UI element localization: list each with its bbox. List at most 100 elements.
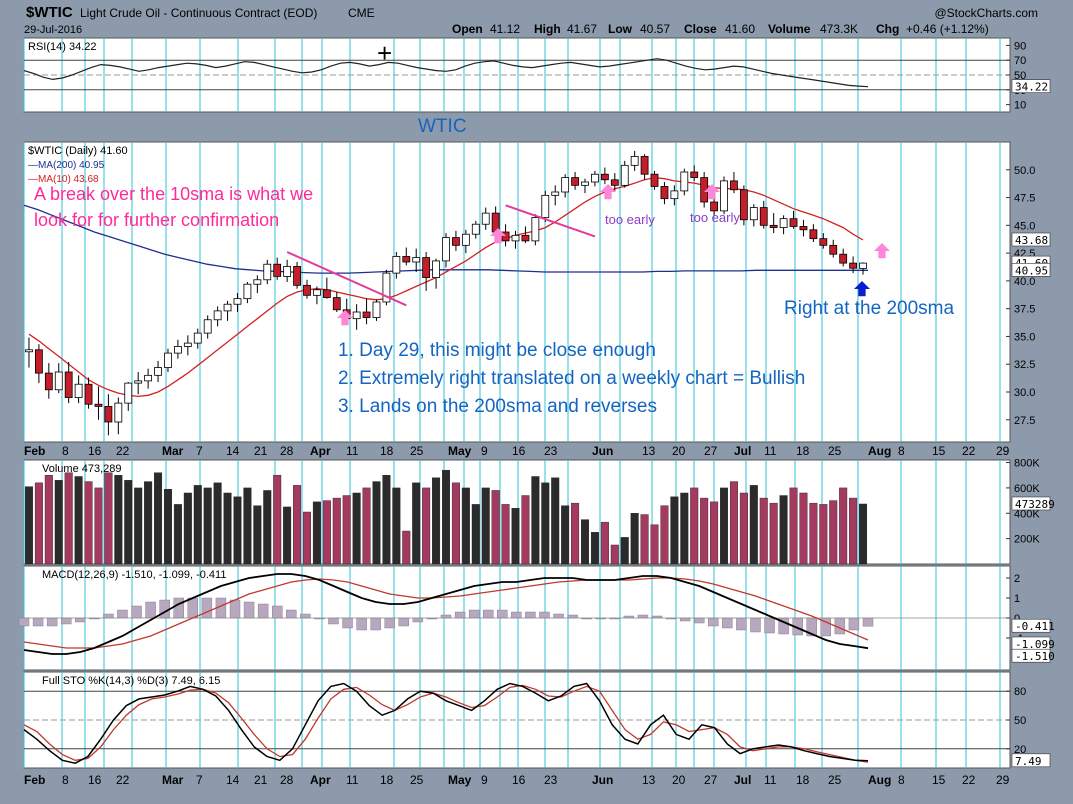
volume-ytick-label: 400K <box>1014 508 1040 520</box>
x-axis-label: 27 <box>704 444 718 458</box>
candle-body <box>382 272 391 303</box>
x-axis-label-bottom: 20 <box>672 773 686 787</box>
volume-panel: 800K 600K 400K 200K Volume 473,289 473289 <box>23 458 1055 565</box>
sto-ytick-label: 20 <box>1014 744 1026 756</box>
close-label: Close <box>684 22 717 36</box>
macd-histogram-bar <box>848 617 860 631</box>
volume-bar <box>859 503 868 565</box>
x-axis-label: 18 <box>380 444 394 458</box>
macd-histogram-bar <box>525 611 536 619</box>
x-axis-label: 15 <box>932 444 946 458</box>
volume-bar <box>392 487 401 565</box>
macd-histogram-bar <box>103 613 114 619</box>
volume-bar <box>590 532 599 565</box>
volume-bar <box>849 497 858 565</box>
candle-body <box>541 194 550 218</box>
sto-value-tag-label: 7.49 <box>1015 755 1042 768</box>
volume-bar <box>352 492 361 565</box>
sto-ytick-label: 50 <box>1014 715 1026 727</box>
candle-body <box>551 191 560 196</box>
candle-body <box>64 371 73 398</box>
x-axis-label: 21 <box>254 444 268 458</box>
x-axis-label: 16 <box>512 444 526 458</box>
x-axis-label: Mar <box>162 444 184 458</box>
sto-panel: 80 50 20 Full STO %K(14,3) %D(3) 7.49, 6.15… <box>23 671 1051 769</box>
volume-bar <box>660 505 669 565</box>
candle-body <box>74 383 83 398</box>
x-axis-label: 28 <box>280 444 294 458</box>
x-axis-label-bottom: 18 <box>796 773 810 787</box>
candle-body <box>710 201 718 212</box>
volume-bar <box>134 487 143 565</box>
pink-arrow-aug <box>874 243 890 259</box>
x-axis-label: 18 <box>796 444 810 458</box>
volume-bar <box>183 492 192 565</box>
ma200-value-tag-label: 40.95 <box>1015 264 1048 277</box>
x-axis-label-bottom: 14 <box>226 773 240 787</box>
volume-bar <box>650 524 659 565</box>
candle-body <box>660 186 669 200</box>
volume-bar <box>839 487 848 565</box>
candle-body <box>452 237 460 246</box>
high-label: High <box>534 22 561 36</box>
x-axis-label: 22 <box>116 444 130 458</box>
volume-bar <box>44 475 53 565</box>
price-title: $WTIC (Daily) 41.60 <box>28 145 128 157</box>
candle-body <box>322 289 331 298</box>
sto-k-line <box>23 682 869 764</box>
volume-bar <box>700 497 709 565</box>
pink-arrow-jun <box>600 184 616 200</box>
pink-arrow-apr <box>337 310 353 326</box>
annotations: A break over the 10sma is what we look f… <box>34 184 954 417</box>
macd-histogram-bar <box>384 617 395 629</box>
x-axis-label-bottom: Mar <box>162 773 184 787</box>
x-axis-label-bottom: 7 <box>196 773 203 787</box>
candle-body <box>134 380 143 384</box>
macd-line-value-tag <box>1011 648 1051 663</box>
volume-bar <box>630 513 639 565</box>
volume-bar <box>581 519 590 565</box>
cursor-crosshair: + <box>377 38 392 68</box>
volume-bar <box>491 490 500 565</box>
x-axis-label-bottom: 27 <box>704 773 718 787</box>
macd-histogram-bar <box>736 617 747 631</box>
volume-bar <box>461 487 470 565</box>
candle-body <box>352 311 361 320</box>
macd-line-value-tag-label: -1.510 <box>1015 650 1055 663</box>
rsi-value-tag <box>1011 79 1051 93</box>
x-axis-label: 23 <box>544 444 558 458</box>
annotation-confirmation-line1: A break over the 10sma is what we <box>34 184 313 204</box>
x-axis-label-bottom: 11 <box>346 773 359 787</box>
macd-signal-line <box>23 577 869 649</box>
volume-bar <box>710 501 719 565</box>
candle-body <box>571 177 579 186</box>
annotation-too-early-2: too early <box>690 210 740 225</box>
candle-body <box>174 346 182 354</box>
candle-body <box>253 279 262 285</box>
candle-body <box>779 218 788 228</box>
macd-hist-value-tag <box>1011 618 1051 633</box>
macd-histogram-bar <box>511 611 522 619</box>
volume-bar <box>481 487 490 565</box>
candle-body <box>114 402 123 423</box>
volume-bar <box>451 482 460 565</box>
macd-histogram-bar <box>356 617 367 631</box>
volume-bar <box>561 505 570 565</box>
x-axis-label-bottom: May <box>448 773 472 787</box>
macd-histogram-bar <box>412 617 424 623</box>
price-panel-bg <box>23 141 1011 443</box>
volume-bar <box>124 480 133 565</box>
volume-bar <box>551 477 560 565</box>
volume-bar <box>233 496 242 565</box>
macd-histogram-bar <box>61 617 72 625</box>
macd-signal-value-tag-label: -1.099 <box>1015 638 1055 651</box>
high-value: 41.67 <box>567 22 597 36</box>
candle-body <box>680 171 689 192</box>
low-value: 40.57 <box>640 22 670 36</box>
open-label: Open <box>452 22 483 36</box>
macd-histogram-bar <box>32 617 44 627</box>
sto-d-line <box>23 684 869 763</box>
volume-ytick-label: 200K <box>1014 534 1040 546</box>
volume-value-tag <box>1011 496 1051 511</box>
